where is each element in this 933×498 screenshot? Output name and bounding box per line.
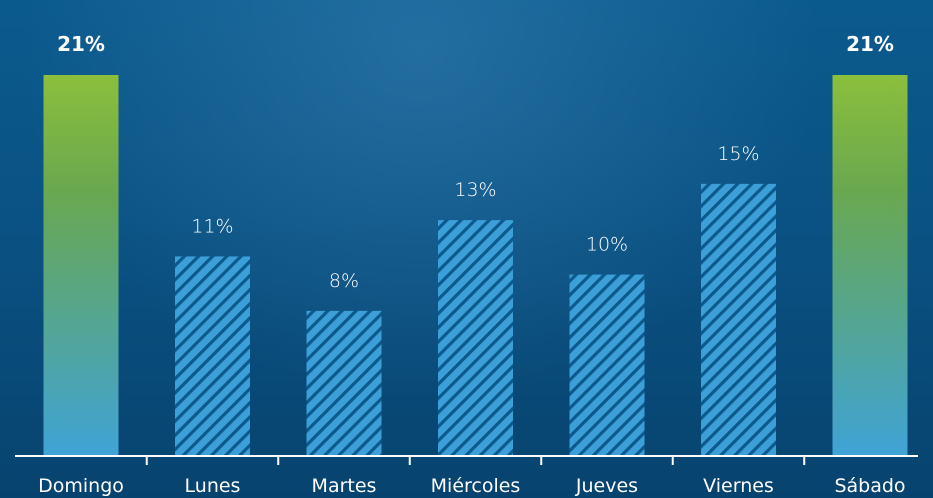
value-label-sábado: 21% xyxy=(846,32,894,56)
value-label-martes: 8% xyxy=(329,270,359,292)
bar-miércoles xyxy=(438,220,513,456)
category-label-lunes: Lunes xyxy=(185,475,241,497)
bar-jueves xyxy=(569,274,645,456)
category-label-sábado: Sábado xyxy=(834,475,905,497)
labels-group: 21% Domingo 11% Lunes 8% Martes 13% Miércoles 10… xyxy=(38,32,905,497)
bar-domingo xyxy=(43,75,119,456)
value-label-jueves: 10% xyxy=(586,234,628,256)
category-label-jueves: Jueves xyxy=(575,475,638,497)
bar-viernes xyxy=(701,183,776,456)
value-label-viernes: 15% xyxy=(717,143,759,165)
bar-sábado xyxy=(832,75,908,456)
bars-group xyxy=(43,75,908,456)
value-label-miércoles: 13% xyxy=(454,179,496,201)
bar-lunes xyxy=(175,256,250,456)
value-label-lunes: 11% xyxy=(191,215,233,237)
category-label-martes: Martes xyxy=(312,475,377,497)
x-axis xyxy=(15,455,918,465)
category-label-viernes: Viernes xyxy=(703,475,774,497)
value-label-domingo: 21% xyxy=(57,32,105,56)
category-label-miércoles: Miércoles xyxy=(431,475,521,497)
category-label-domingo: Domingo xyxy=(38,475,124,497)
bar-martes xyxy=(306,310,382,456)
